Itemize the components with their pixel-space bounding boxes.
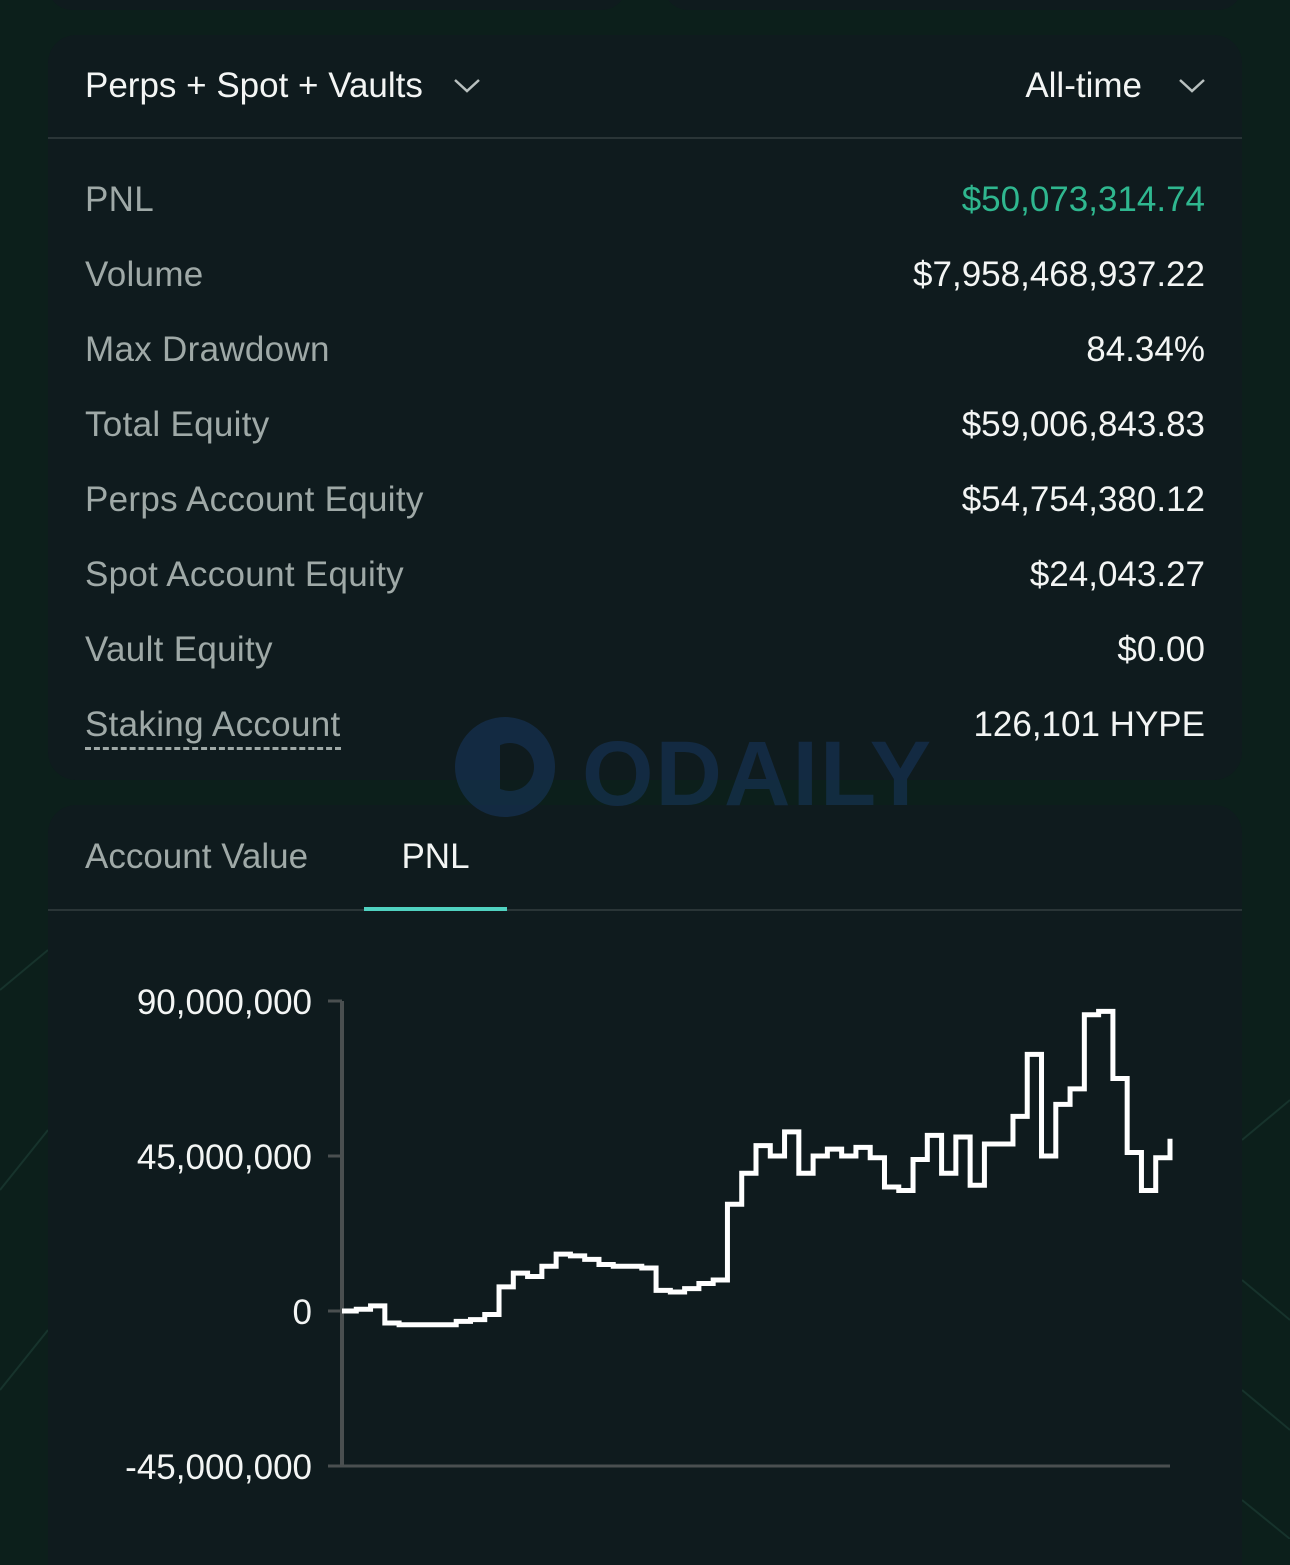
pnl-series-line	[342, 1011, 1170, 1324]
time-range-label: All-time	[1025, 66, 1142, 106]
stat-row-max-drawdown: Max Drawdown 84.34%	[48, 314, 1242, 389]
stat-label: PNL	[85, 180, 154, 220]
y-tick-label: 45,000,000	[137, 1138, 312, 1177]
stat-row-volume: Volume $7,958,468,937.22	[48, 239, 1242, 314]
y-tick-label: 0	[293, 1293, 312, 1332]
stat-value: 126,101 HYPE	[973, 705, 1205, 745]
staking-account-tooltip-link[interactable]: Staking Account	[85, 705, 341, 750]
tab-account-value[interactable]: Account Value	[85, 805, 308, 909]
stat-row-vault-equity: Vault Equity $0.00	[48, 614, 1242, 689]
pnl-chart: 90,000,000 45,000,000 0 -45,000,000	[48, 935, 1242, 1495]
stat-label: Total Equity	[85, 405, 270, 445]
portfolio-stats-card: Perps + Spot + Vaults All-time PNL $50,0…	[48, 35, 1242, 780]
tab-pnl[interactable]: PNL	[364, 805, 507, 909]
stat-label: Perps Account Equity	[85, 480, 424, 520]
stat-value: $24,043.27	[1030, 555, 1205, 595]
y-tick-label: -45,000,000	[125, 1448, 312, 1487]
pnl-chart-card: Account Value PNL 90,000,000 45,000,000 0 -…	[48, 805, 1242, 1565]
chevron-down-icon	[453, 78, 481, 94]
filter-header: Perps + Spot + Vaults All-time	[48, 35, 1242, 139]
y-tick-label: 90,000,000	[137, 983, 312, 1022]
previous-card-right	[664, 0, 1242, 10]
stat-label: Max Drawdown	[85, 330, 330, 370]
stats-list: PNL $50,073,314.74 Volume $7,958,468,937…	[48, 139, 1242, 764]
stat-value: $50,073,314.74	[962, 180, 1205, 220]
stat-row-pnl: PNL $50,073,314.74	[48, 164, 1242, 239]
time-range-dropdown[interactable]: All-time	[1025, 35, 1206, 137]
market-type-dropdown[interactable]: Perps + Spot + Vaults	[85, 35, 481, 137]
stat-value: $0.00	[1117, 630, 1205, 670]
stat-row-total-equity: Total Equity $59,006,843.83	[48, 389, 1242, 464]
previous-card-left	[48, 0, 626, 10]
chart-tabs: Account Value PNL	[48, 805, 1242, 911]
chevron-down-icon	[1178, 78, 1206, 94]
stat-row-perps-equity: Perps Account Equity $54,754,380.12	[48, 464, 1242, 539]
stat-row-spot-equity: Spot Account Equity $24,043.27	[48, 539, 1242, 614]
market-type-label: Perps + Spot + Vaults	[85, 66, 423, 106]
stat-value: 84.34%	[1086, 330, 1205, 370]
stat-label: Spot Account Equity	[85, 555, 404, 595]
stat-value: $59,006,843.83	[962, 405, 1205, 445]
stat-row-staking-account: Staking Account 126,101 HYPE	[48, 689, 1242, 764]
stat-value: $7,958,468,937.22	[913, 255, 1205, 295]
stat-label: Volume	[85, 255, 204, 295]
stat-value: $54,754,380.12	[962, 480, 1205, 520]
stat-label: Vault Equity	[85, 630, 273, 670]
